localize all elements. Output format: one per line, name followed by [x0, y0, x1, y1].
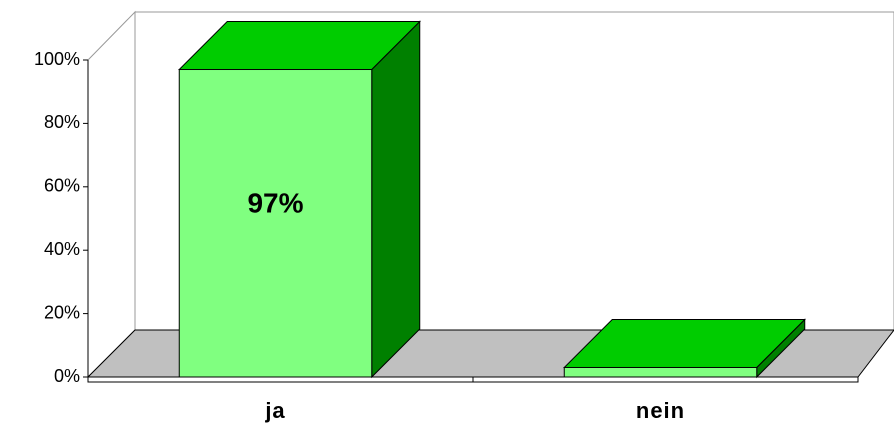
x-tick-label: ja [264, 398, 285, 423]
y-tick-label: 100% [34, 49, 80, 69]
y-tick-label: 40% [44, 239, 80, 259]
y-tick-label: 20% [44, 302, 80, 322]
bar [178, 69, 373, 378]
value-label: 97% [247, 188, 303, 219]
side-wall [87, 10, 136, 379]
x-tick-label: nein [636, 398, 685, 423]
bar [563, 366, 758, 378]
y-tick-label: 60% [44, 176, 80, 196]
y-tick-label: 80% [44, 112, 80, 132]
y-tick-label: 0% [54, 366, 80, 386]
bar-side [371, 20, 421, 379]
